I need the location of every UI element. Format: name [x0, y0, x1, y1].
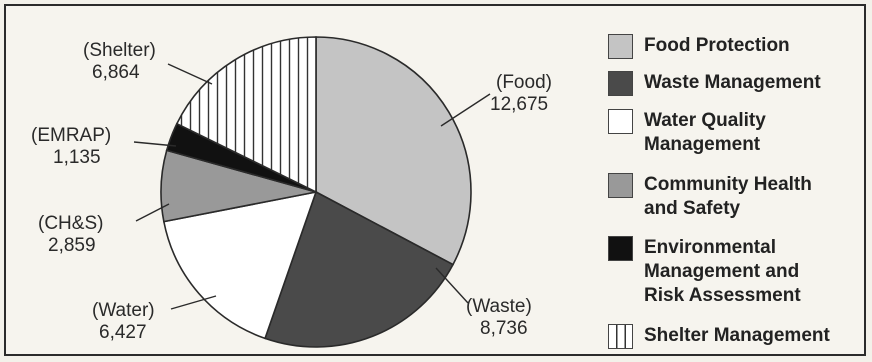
- legend-item-waste-management: Waste Management: [608, 71, 859, 96]
- callout-emrap-name: (EMRAP): [31, 125, 111, 146]
- leader-line-food: [440, 93, 491, 127]
- leader-line-waste: [435, 267, 469, 304]
- callout-water-value: 6,427: [99, 322, 147, 343]
- pie-slice-shelter: [175, 36, 317, 194]
- legend-swatch-food: [608, 34, 633, 59]
- callout-food-name: (Food): [496, 72, 552, 93]
- callout-shelter-value: 6,864: [92, 62, 140, 83]
- legend-item-food-protection: Food Protection: [608, 34, 859, 59]
- callout-emrap-value: 1,135: [53, 147, 101, 168]
- leader-line-emrap: [133, 141, 177, 147]
- callout-shelter-name: (Shelter): [83, 40, 156, 61]
- leader-line-water: [170, 295, 217, 310]
- legend-item-shelter: Shelter Management: [608, 324, 859, 349]
- callout-waste-value: 8,736: [480, 318, 528, 339]
- legend-label-chs: Community Health and Safety: [644, 174, 812, 219]
- legend-swatch-water: [608, 109, 633, 134]
- legend-item-community-health: Community Health and Safety: [608, 173, 859, 221]
- callout-water-name: (Water): [92, 300, 155, 321]
- pie-slice-waste: [264, 190, 455, 348]
- legend-item-environmental: Environmental Management and Risk Assess…: [608, 236, 859, 308]
- pie-chart: (Food) 12,675 (Waste) 8,736 (Water) 6,42…: [31, 36, 552, 348]
- legend-swatch-emrap: [608, 236, 633, 261]
- leader-line-chs: [135, 203, 170, 222]
- legend-item-water-quality: Water Quality Management: [608, 109, 859, 157]
- legend-label-emrap: Environmental Management and Risk Assess…: [644, 237, 801, 306]
- callout-waste-name: (Waste): [466, 296, 532, 317]
- callout-chs-name: (CH&S): [38, 213, 103, 234]
- legend-label-shelter: Shelter Management: [644, 325, 830, 346]
- legend-label-water: Water Quality Management: [644, 110, 766, 155]
- callout-chs-value: 2,859: [48, 235, 96, 256]
- legend-label-food: Food Protection: [644, 35, 790, 56]
- legend-swatch-chs: [608, 173, 633, 198]
- callout-food-value: 12,675: [490, 94, 548, 115]
- legend-swatch-shelter: [608, 324, 633, 349]
- pie-slice-water: [162, 190, 318, 340]
- pie-slice-food: [315, 36, 472, 266]
- legend-label-waste: Waste Management: [644, 72, 821, 93]
- leader-line-shelter: [167, 63, 213, 85]
- legend-swatch-waste: [608, 71, 633, 96]
- chart-frame: (Food) 12,675 (Waste) 8,736 (Water) 6,42…: [4, 4, 866, 356]
